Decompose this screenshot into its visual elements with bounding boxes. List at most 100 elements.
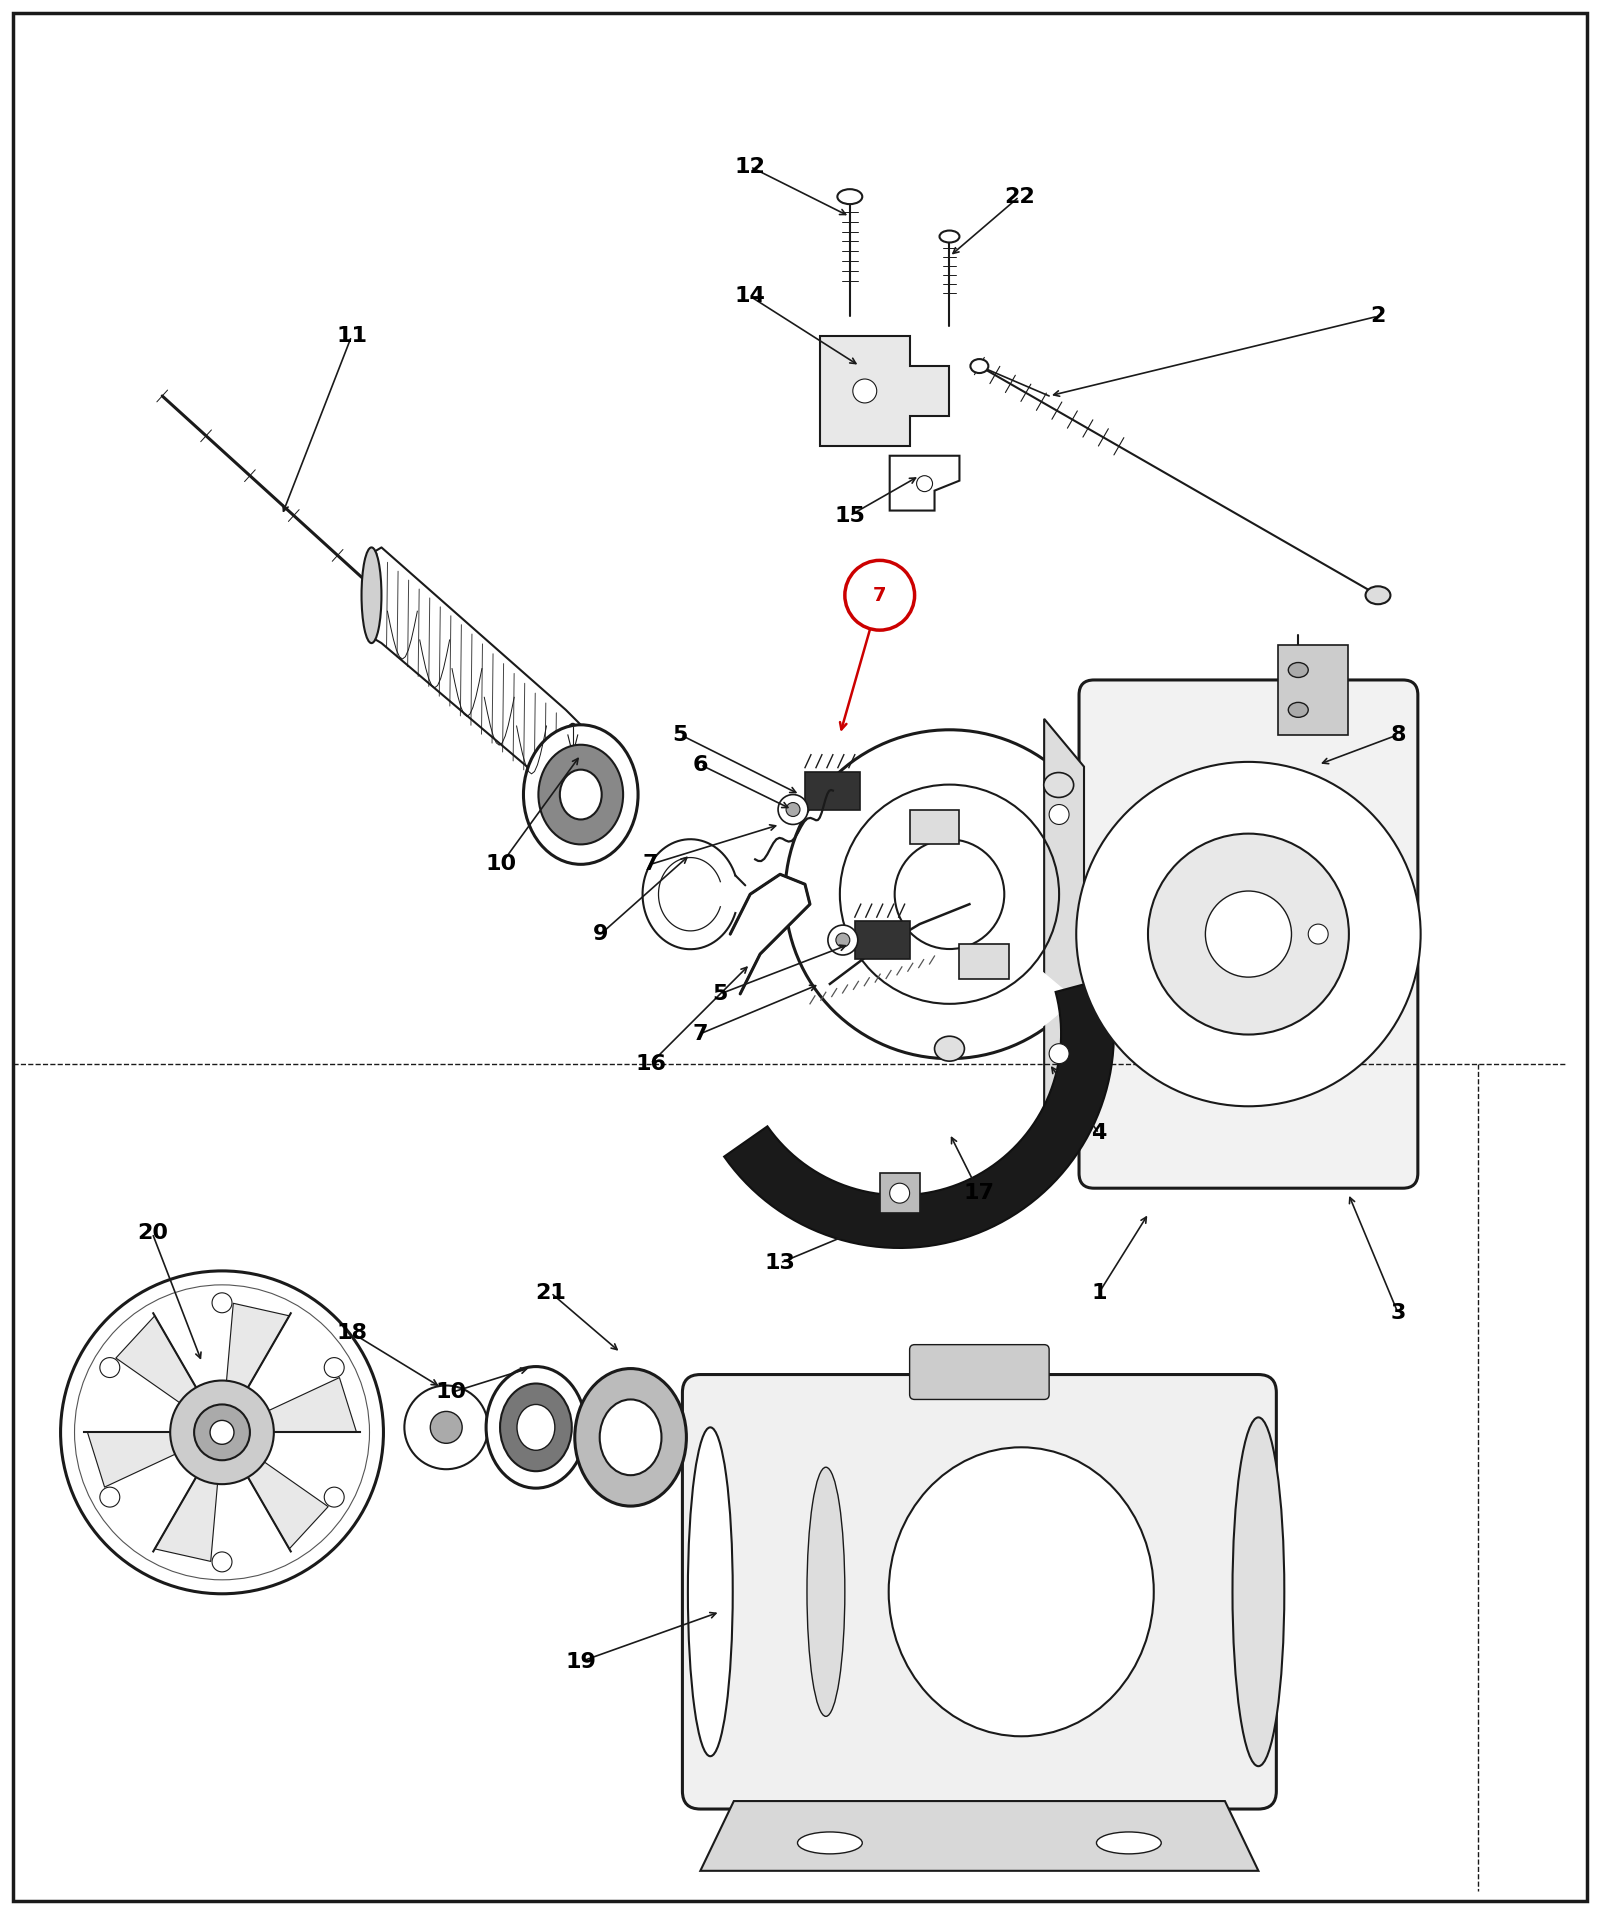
FancyBboxPatch shape [683,1374,1277,1809]
Bar [805,771,859,810]
Circle shape [213,1552,232,1571]
Ellipse shape [1288,702,1309,718]
Ellipse shape [501,1384,571,1472]
Circle shape [1077,762,1421,1106]
Text: 4: 4 [1091,1124,1107,1143]
Text: 6: 6 [693,754,709,775]
Ellipse shape [486,1367,586,1489]
Ellipse shape [939,230,960,243]
Text: 22: 22 [1003,188,1035,207]
Ellipse shape [688,1428,733,1757]
Text: 7: 7 [693,1024,709,1043]
Ellipse shape [1232,1418,1285,1767]
Text: 19: 19 [565,1652,597,1671]
Circle shape [894,840,1005,949]
Circle shape [325,1357,344,1378]
Bar [960,944,1010,978]
Polygon shape [256,1378,357,1432]
Bar [910,810,960,844]
Circle shape [827,924,858,955]
Ellipse shape [837,189,862,205]
Bar [880,1173,920,1213]
Ellipse shape [1043,773,1074,798]
Text: 5: 5 [712,984,728,1003]
Text: 1: 1 [1091,1282,1107,1303]
Circle shape [99,1487,120,1506]
Ellipse shape [517,1405,555,1451]
Ellipse shape [1288,662,1309,678]
Ellipse shape [574,1369,686,1506]
Polygon shape [155,1464,219,1562]
Text: 2: 2 [1370,306,1386,325]
Text: 17: 17 [963,1183,995,1204]
Text: 7: 7 [643,854,658,875]
Ellipse shape [797,1832,862,1855]
Ellipse shape [1365,586,1390,605]
Circle shape [786,802,800,817]
Ellipse shape [523,725,638,865]
Text: 10: 10 [435,1382,467,1403]
Circle shape [213,1292,232,1313]
Circle shape [845,561,915,630]
Circle shape [430,1411,462,1443]
Text: 12: 12 [734,157,766,176]
Polygon shape [701,1801,1259,1870]
Circle shape [890,1183,910,1204]
Circle shape [835,934,850,947]
Circle shape [405,1386,488,1470]
Circle shape [1050,804,1069,825]
Circle shape [99,1357,120,1378]
Polygon shape [371,547,581,800]
FancyBboxPatch shape [1078,679,1418,1189]
Text: 11: 11 [336,325,366,346]
Ellipse shape [362,547,381,643]
Polygon shape [1045,720,1085,1148]
FancyBboxPatch shape [910,1346,1050,1399]
Text: 9: 9 [594,924,608,944]
Circle shape [194,1405,250,1460]
Circle shape [853,379,877,404]
Text: 7: 7 [874,586,886,605]
Polygon shape [725,978,1114,1248]
Ellipse shape [806,1468,845,1717]
Ellipse shape [934,1035,965,1060]
Ellipse shape [539,745,622,844]
Polygon shape [890,456,960,511]
Circle shape [1050,1043,1069,1064]
Circle shape [61,1271,384,1594]
Text: 10: 10 [485,854,517,875]
Polygon shape [242,1455,328,1548]
Text: 14: 14 [734,287,766,306]
Ellipse shape [600,1399,661,1476]
Polygon shape [226,1303,290,1399]
Text: 16: 16 [635,1053,666,1074]
Circle shape [210,1420,234,1445]
Ellipse shape [563,723,582,785]
Bar [1278,645,1349,735]
Circle shape [778,794,808,825]
Text: 18: 18 [336,1323,366,1344]
Text: 13: 13 [765,1254,795,1273]
Text: 5: 5 [672,725,688,745]
Text: 8: 8 [1390,725,1406,745]
Polygon shape [819,337,949,446]
Circle shape [1205,892,1291,978]
Polygon shape [115,1315,203,1411]
Circle shape [1147,835,1349,1035]
Ellipse shape [560,769,602,819]
Circle shape [786,729,1114,1058]
Ellipse shape [971,360,989,373]
Text: 3: 3 [1390,1303,1406,1323]
Polygon shape [88,1432,187,1487]
Circle shape [325,1487,344,1506]
Ellipse shape [1096,1832,1162,1855]
Text: 20: 20 [136,1223,168,1242]
Ellipse shape [826,773,856,798]
Polygon shape [730,875,810,993]
Text: 21: 21 [536,1282,566,1303]
Bar [854,921,910,959]
Polygon shape [798,894,1074,1057]
Ellipse shape [888,1447,1154,1736]
Text: 15: 15 [834,505,866,526]
Circle shape [170,1380,274,1483]
